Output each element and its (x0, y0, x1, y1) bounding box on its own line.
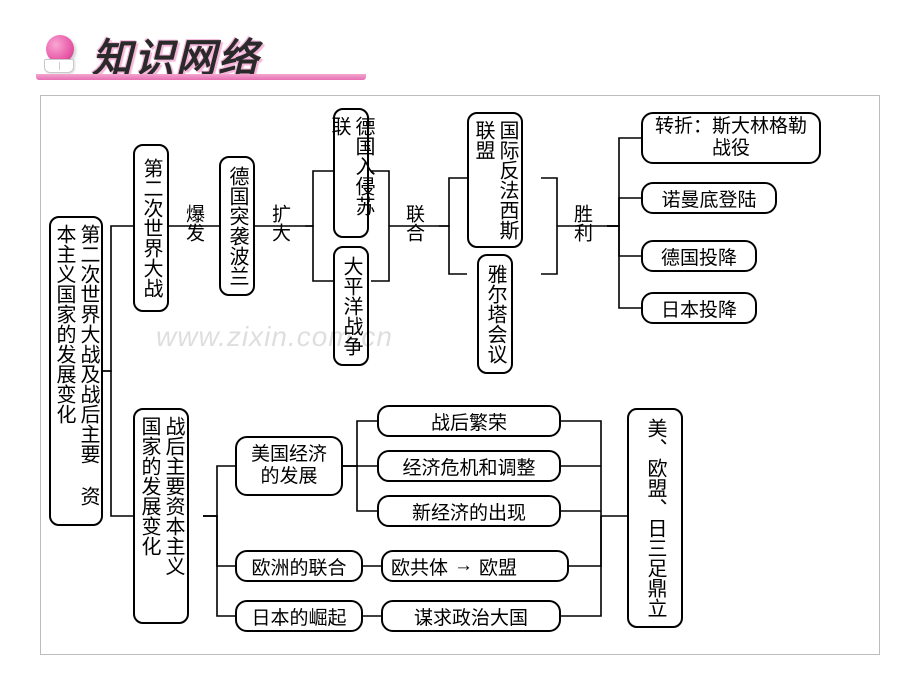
node-tripolar: 美、欧盟、日三足鼎立 (627, 408, 683, 628)
header-underline (36, 74, 366, 80)
node-japan-rise: 日本的崛起 (235, 600, 363, 632)
node-japan-surrender: 日本投降 (641, 292, 757, 324)
node-japan-political-power: 谋求政治大国 (381, 600, 561, 632)
connector-outbreak: 爆发 (183, 204, 203, 242)
node-german-invade-ussr: 德国入侵苏联 (333, 108, 369, 238)
globe-book-icon (40, 35, 80, 75)
node-us-economy: 美国经济的发展 (235, 436, 343, 496)
node-eec: 欧共体 (391, 553, 448, 580)
root-topic: 第二次世界大战及战后主要 资本主义国家的发展变化 (49, 216, 103, 526)
node-germany-surrender: 德国投降 (641, 240, 757, 272)
node-anti-fascist-alliance: 国际反法西斯联盟 (467, 112, 523, 248)
root-label: 第二次世界大战及战后主要 资本主义国家的发展变化 (52, 224, 100, 518)
node-europe-union: 欧洲的联合 (235, 550, 363, 582)
node-economic-crisis: 经济危机和调整 (377, 450, 561, 482)
node-stalingrad: 转折：斯大林格勒战役 (641, 112, 821, 164)
node-pacific-war: 大平洋战争 (333, 246, 369, 366)
node-new-economy: 新经济的出现 (377, 495, 561, 527)
node-postwar-prosperity: 战后繁荣 (377, 405, 561, 437)
node-normandy: 诺曼底登陆 (641, 182, 777, 214)
arrow-icon: → (454, 555, 473, 577)
connector-unite: 联合 (403, 204, 423, 242)
node-eu: 欧盟 (479, 553, 517, 580)
knowledge-network-chart: 第二次世界大战及战后主要 资本主义国家的发展变化 第二次世界大战 爆发 德国突袭… (40, 95, 880, 655)
connector-victory: 胜利 (571, 204, 591, 242)
connector-expand: 扩大 (269, 204, 289, 242)
node-german-attack-poland: 德国突袭波兰 (219, 156, 255, 296)
branch-postwar: 战后主要资本主义 国家的发展变化 (133, 408, 189, 624)
node-yalta: 雅尔塔会议 (477, 254, 513, 374)
node-europe-flow: 欧共体 → 欧盟 (381, 550, 569, 582)
branch-ww2: 第二次世界大战 (133, 144, 169, 312)
